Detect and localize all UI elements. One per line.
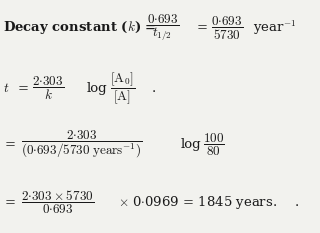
Text: log: log [86, 82, 107, 95]
Text: $\dfrac{0{\cdot}693}{5730}$: $\dfrac{0{\cdot}693}{5730}$ [211, 14, 243, 41]
Text: $\dfrac{2{\cdot}303}{(0{\cdot}693/5730\;\mathrm{years}^{-1})}$: $\dfrac{2{\cdot}303}{(0{\cdot}693/5730\;… [21, 129, 142, 160]
Text: =: = [5, 138, 16, 151]
Text: $\dfrac{100}{80}$: $\dfrac{100}{80}$ [203, 131, 225, 158]
Text: $\dfrac{0{\cdot}693}{t_{1/2}}$: $\dfrac{0{\cdot}693}{t_{1/2}}$ [147, 13, 179, 43]
Text: $\dfrac{[\mathrm{A}_0]}{[\mathrm{A}]}$: $\dfrac{[\mathrm{A}_0]}{[\mathrm{A}]}$ [110, 71, 136, 106]
Text: Decay constant ($k$) =: Decay constant ($k$) = [3, 20, 157, 36]
Text: =: = [197, 21, 208, 34]
Text: =: = [18, 82, 28, 95]
Text: year$^{-1}$: year$^{-1}$ [253, 19, 296, 37]
Text: $\times$ 0$\cdot$0969 = 1845 years.: $\times$ 0$\cdot$0969 = 1845 years. [118, 194, 277, 211]
Text: =: = [5, 196, 16, 209]
Text: log: log [181, 138, 201, 151]
Text: .: . [152, 82, 156, 95]
Text: $\dfrac{2{\cdot}303 \times 5730}{0{\cdot}693}$: $\dfrac{2{\cdot}303 \times 5730}{0{\cdot… [21, 189, 94, 216]
Text: $t$: $t$ [3, 82, 10, 95]
Text: .: . [294, 196, 299, 209]
Text: $\dfrac{2{\cdot}303}{k}$: $\dfrac{2{\cdot}303}{k}$ [32, 75, 64, 102]
